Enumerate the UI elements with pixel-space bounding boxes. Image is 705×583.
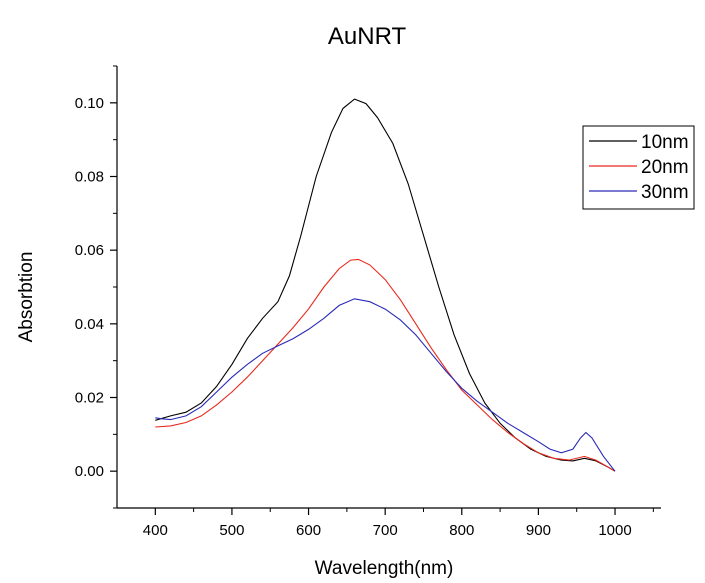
x-tick-label: 900 [526, 522, 551, 539]
x-tick-label: 600 [296, 522, 321, 539]
axes: 400 500 600 700 800 900 1000 0.00 0.02 0.04 0.06 0.… [75, 65, 661, 539]
y-axis-label: Absorbtion [16, 252, 37, 343]
x-tick-label: 500 [219, 522, 244, 539]
legend-label: 10nm [641, 132, 689, 153]
series-line-30nm [155, 298, 616, 472]
series-line-20nm [155, 258, 616, 472]
legend-label: 20nm [641, 157, 689, 178]
series-line-10nm [155, 98, 616, 472]
x-axis-label: Wavelength(nm) [315, 558, 454, 579]
legend-box [582, 125, 695, 210]
x-tick-label: 400 [143, 522, 168, 539]
y-tick-label: 0.10 [75, 95, 104, 112]
y-tick-label: 0.02 [75, 390, 104, 407]
x-tick-label: 1000 [598, 522, 631, 539]
y-tick-label: 0.06 [75, 242, 104, 259]
y-tick-label: 0.04 [75, 316, 104, 333]
legend-label: 30nm [641, 182, 689, 203]
plot-series [155, 98, 616, 472]
x-tick-label: 800 [449, 522, 474, 539]
x-tick-label: 700 [373, 522, 398, 539]
legend: 10nm 20nm 30nm [582, 125, 695, 210]
y-tick-label: 0.00 [75, 463, 104, 480]
y-tick-label: 0.08 [75, 169, 104, 186]
chart-title: AuNRT [328, 23, 407, 50]
